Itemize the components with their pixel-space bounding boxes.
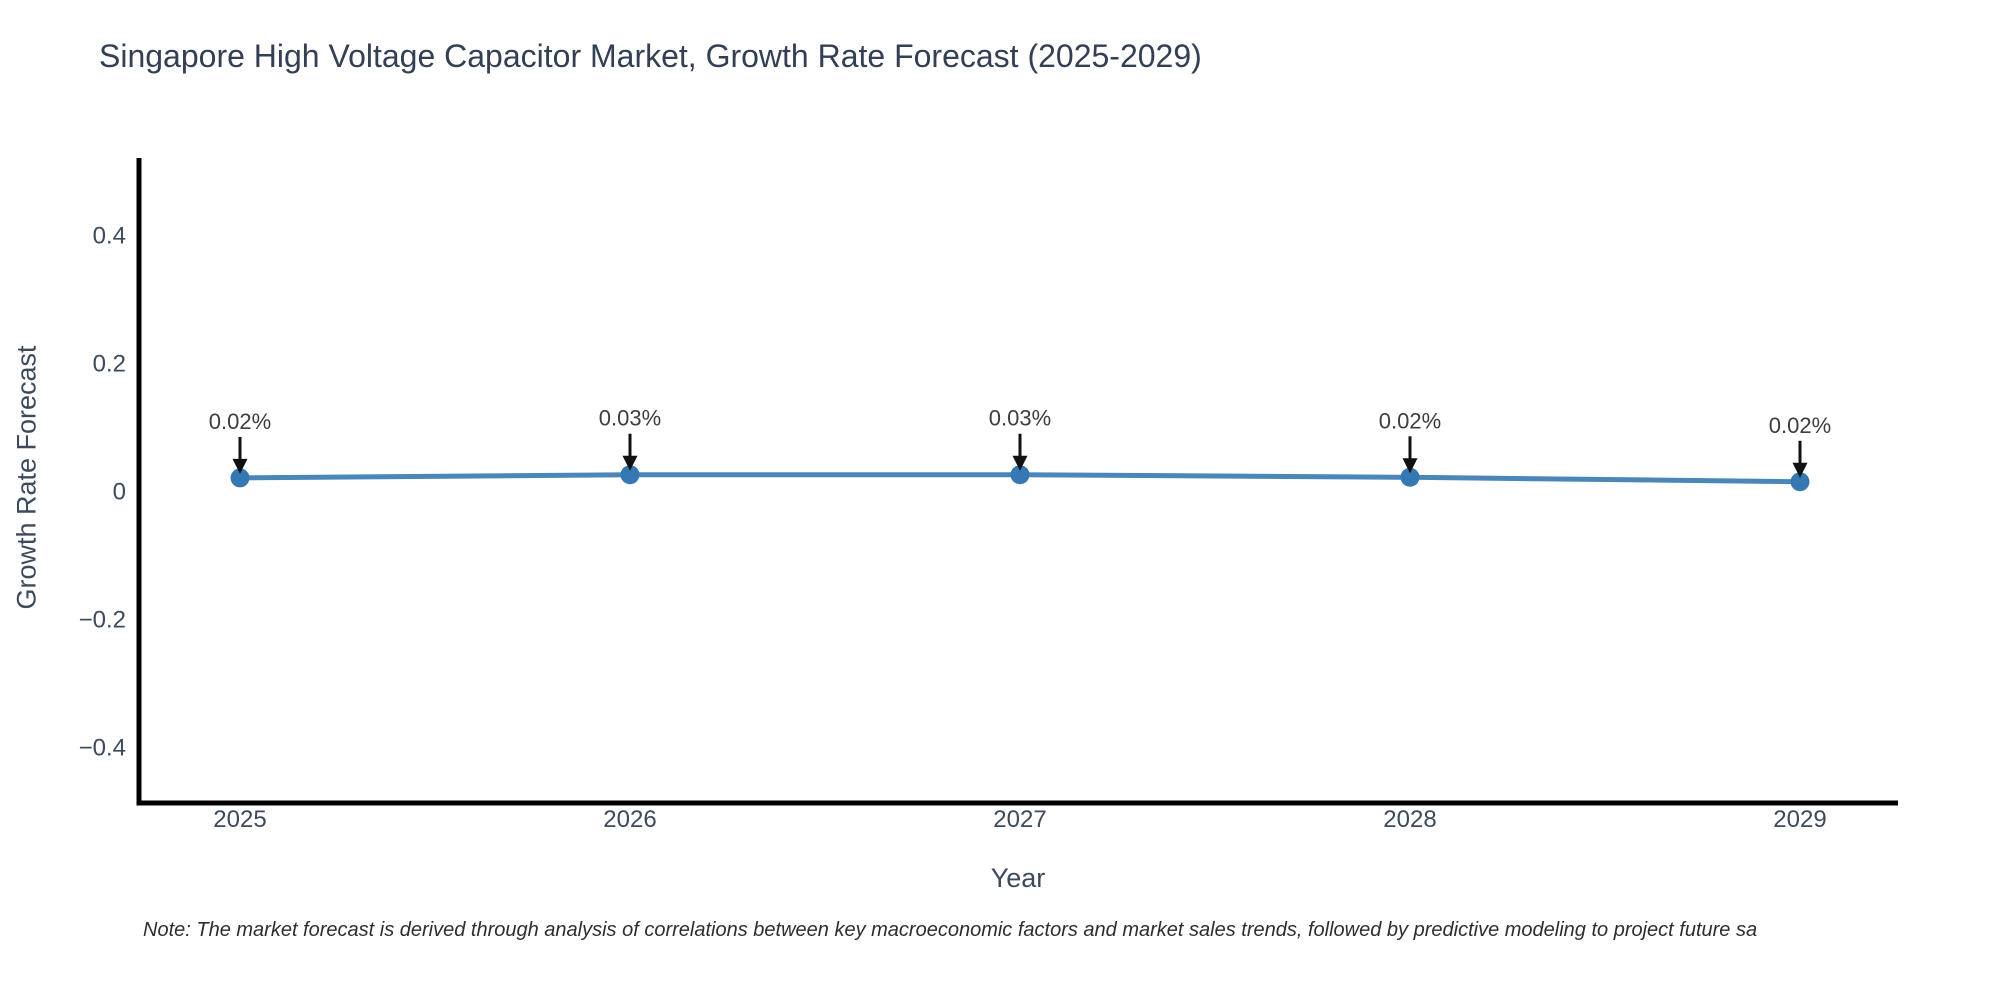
data-point-marker: [620, 465, 640, 485]
data-point-marker: [1400, 467, 1420, 487]
chart-title: Singapore High Voltage Capacitor Market,…: [99, 38, 1202, 74]
axis-spine-bottom: [136, 800, 1898, 806]
annotation-arrow-head: [1012, 455, 1028, 471]
data-point-label: 0.02%: [1379, 408, 1441, 433]
y-tick-label: 0.2: [93, 351, 126, 378]
axis-spine-left: [136, 158, 142, 806]
annotation-arrow-head: [622, 455, 638, 471]
x-tick-label: 2026: [603, 806, 656, 833]
footnote: Note: The market forecast is derived thr…: [143, 919, 1758, 941]
data-point-marker: [1790, 472, 1810, 492]
x-tick-label: 2028: [1383, 806, 1436, 833]
x-axis-title: Year: [990, 863, 1046, 893]
x-tick-label: 2027: [993, 806, 1046, 833]
data-point-label: 0.03%: [599, 406, 661, 431]
y-tick-label: 0: [113, 479, 126, 506]
x-tick-label: 2029: [1773, 806, 1826, 833]
annotation-arrow-head: [1402, 458, 1418, 474]
data-point-label: 0.02%: [209, 409, 271, 434]
y-tick-label: −0.2: [79, 607, 126, 634]
y-tick-label: 0.4: [93, 223, 126, 250]
data-point-label: 0.03%: [989, 406, 1051, 431]
y-tick-label: −0.4: [79, 735, 126, 762]
annotation-arrow-head: [232, 458, 248, 474]
data-point-marker: [230, 468, 250, 488]
data-point-label: 0.02%: [1769, 413, 1831, 438]
x-tick-label: 2025: [213, 806, 266, 833]
data-point-marker: [1010, 465, 1030, 485]
annotation-arrow-head: [1792, 462, 1808, 478]
